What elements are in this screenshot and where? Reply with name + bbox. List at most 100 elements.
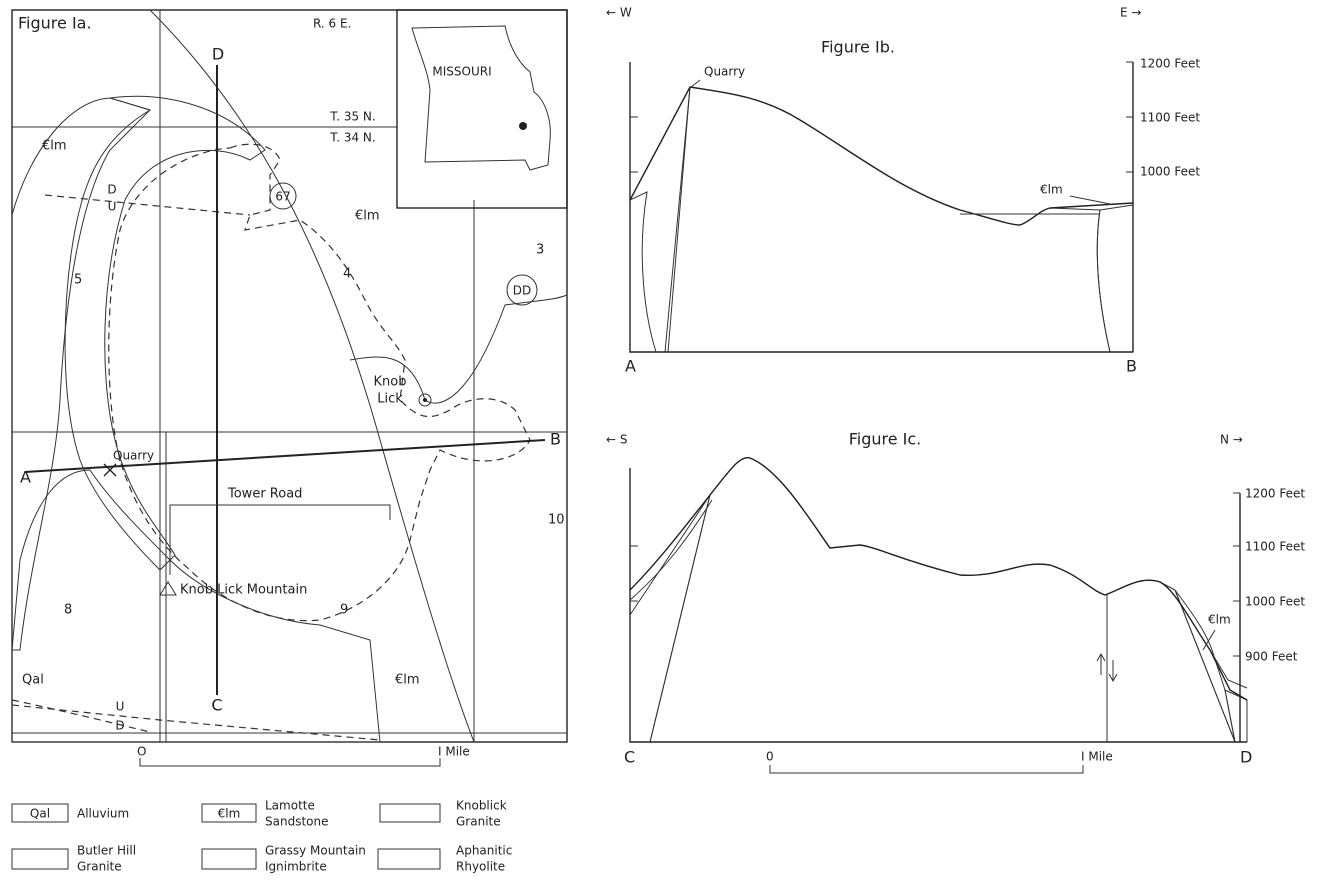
formation-label: €lm [1208,613,1231,627]
qal-contact [12,700,150,732]
location-dot [519,122,527,130]
direction-label: ← S [606,433,628,447]
leader [690,80,700,88]
road-label: Tower Road [227,487,302,502]
leader [1070,196,1110,204]
section-frame [630,468,1247,742]
scale-label: O [137,745,146,759]
formation-label: €lm [395,673,420,688]
section-end: D [212,45,224,64]
highway-67 [150,10,474,742]
quarry-label: Quarry [113,449,154,463]
knoblick-unit [109,144,530,620]
direction-label: N → [1220,433,1243,447]
township-label: T. 35 N. [329,110,375,124]
formation-label: €lm [1040,183,1063,197]
scale-bar [770,765,1083,773]
formation-label: €lm [42,139,67,154]
highway-number: 67 [275,190,290,204]
township-label: T. 34 N. [329,131,375,145]
knoblick-unit [665,87,1110,352]
section-number: 4 [343,267,351,282]
section-end: A [625,357,636,376]
direction-label: E → [1120,6,1141,20]
legend-label: Granite [77,860,122,874]
highway-number: DD [513,284,531,298]
legend-symbol: Qal [30,807,50,821]
lamotte-layer [630,500,1247,688]
section-end: B [550,430,561,449]
mountain-label: Knob Lick Mountain [180,583,307,598]
figure-1c: Figure Ic. ← S N → €lm 1200 Feet 1100 Fe… [606,430,1305,774]
rhyolite-unit [630,87,690,352]
legend-label: Alluvium [77,807,129,821]
legend-label: Aphanitic [456,844,512,858]
legend-label: Sandstone [265,815,328,829]
legend-swatch [202,849,256,869]
ground-surface [630,458,1247,700]
elevation-tick [630,493,1240,656]
section-number: 10 [548,513,565,528]
town-marker [423,398,427,402]
summit-marker [160,582,176,595]
elevation-label: 1200 Feet [1245,487,1305,501]
legend-label: Grassy Mountain [265,844,366,858]
fault-label: D [107,183,116,197]
figure: Figure Ia. R. 6 E. T. 35 N. T. 34 N. MIS… [0,0,1338,886]
butler-hill-unit [1097,205,1133,352]
town-label: Knob [374,375,407,390]
rhyolite-unit [630,495,710,742]
fault-upper [45,195,250,215]
scale-label: I Mile [438,745,470,759]
section-number: 3 [536,243,544,258]
legend-swatch [380,804,440,822]
legend-swatch [12,849,68,869]
legend-swatch [378,849,440,869]
figure-title: Figure Ic. [849,430,922,449]
fault-label: U [108,200,117,214]
section-end: C [211,696,222,715]
missouri-outline [412,26,550,170]
legend-label: Lamotte [265,799,315,813]
section-number: 8 [64,603,72,618]
section-end: A [20,468,31,487]
legend-label: Knoblick [456,799,507,813]
scale-bar [140,758,440,766]
legend-symbol: €lm [218,807,241,821]
butler-hill-unit [12,98,150,650]
scale-label: 0 [766,750,774,764]
figure-title: Figure Ia. [18,14,92,33]
ground-surface [630,87,1133,225]
knoblick-unit [650,458,1235,742]
fault-lower [12,705,380,740]
elevation-label: 900 Feet [1245,650,1298,664]
inset-frame [397,10,567,208]
tower-road [170,505,390,575]
elevation-tick [630,62,1133,172]
legend-label: Butler Hill [77,844,136,858]
legend-label: Rhyolite [456,860,505,874]
figure-title: Figure Ib. [821,38,895,57]
formation-label: €lm [355,209,380,224]
elevation-label: 1000 Feet [1245,595,1305,609]
section-end: B [1126,357,1137,376]
fault-label: D [115,719,124,733]
legend-label: Ignimbrite [265,860,327,874]
map-frame [12,10,567,742]
quarry-label: Quarry [704,65,745,79]
elevation-label: 1100 Feet [1140,111,1200,125]
elevation-label: 1000 Feet [1140,165,1200,179]
legend-label: Granite [456,815,501,829]
elevation-label: 1200 Feet [1140,57,1200,71]
section-end: C [624,748,635,767]
section-line-ab [25,440,545,472]
inset-label: MISSOURI [432,65,491,79]
section-end: D [1240,748,1252,767]
butler-hill-unit [630,192,656,352]
figure-1a: Figure Ia. R. 6 E. T. 35 N. T. 34 N. MIS… [12,10,567,766]
figure-1b: Figure Ib. ← W E → Quarry €lm 1200 Feet … [606,6,1200,376]
formation-label: Qal [22,673,44,688]
section-number: 5 [74,273,82,288]
fault-label: U [116,700,125,714]
direction-label: ← W [606,6,632,20]
